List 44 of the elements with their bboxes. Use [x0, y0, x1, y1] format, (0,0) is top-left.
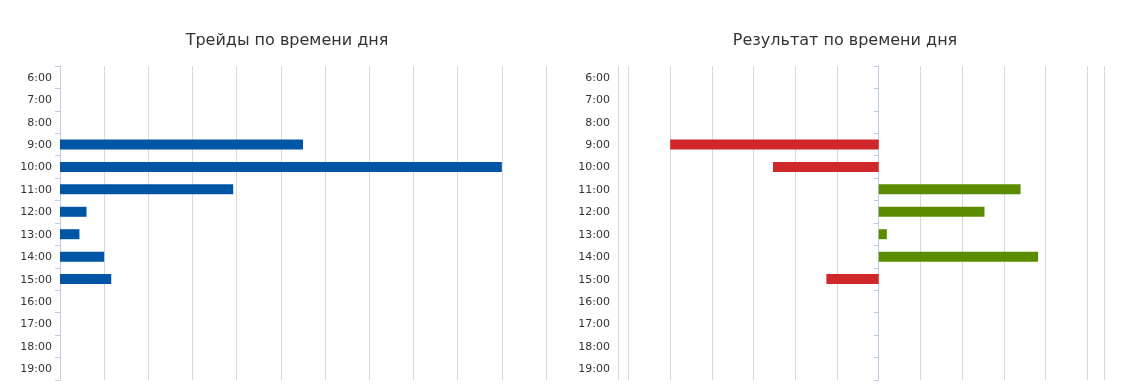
y-tick-label: 14:00	[20, 250, 52, 264]
y-tick-label: 8:00	[27, 115, 52, 129]
y-tick-label: 13:00	[578, 227, 610, 241]
y-tick-label: 7:00	[27, 93, 52, 107]
y-tick-label: 7:00	[585, 93, 610, 107]
bar	[772, 161, 879, 172]
y-tick-label: 15:00	[578, 272, 610, 286]
bar	[60, 251, 105, 262]
y-tick-label: 16:00	[578, 295, 610, 308]
y-tick-label: 18:00	[20, 339, 52, 353]
bar	[826, 274, 879, 285]
chart-title: Трейды по времени дня	[184, 29, 389, 49]
y-tick-label: 9:00	[585, 138, 610, 151]
bar	[60, 139, 303, 150]
bar	[60, 206, 87, 217]
y-tick-label: 11:00	[20, 182, 52, 196]
bar	[878, 251, 1039, 262]
y-tick-label: 13:00	[20, 227, 52, 241]
y-tick-label: 6:00	[27, 70, 52, 84]
y-tick-label: 17:00	[578, 317, 610, 331]
y-tick-label: 10:00	[20, 160, 52, 174]
bar	[60, 161, 502, 172]
bar	[670, 139, 879, 150]
y-tick-label: 12:00	[578, 205, 610, 219]
y-tick-label: 10:00	[578, 160, 610, 174]
y-tick-label: 18:00	[578, 339, 610, 353]
y-tick-label: 14:00	[578, 250, 610, 264]
y-tick-label: 19:00	[20, 362, 52, 376]
bar	[878, 184, 1021, 195]
y-tick-label: 9:00	[27, 138, 52, 151]
bar	[60, 229, 80, 240]
bar	[60, 274, 112, 285]
bar	[878, 229, 887, 240]
y-tick-label: 15:00	[20, 272, 52, 286]
y-tick-label: 8:00	[585, 115, 610, 129]
y-tick-label: 11:00	[578, 182, 610, 196]
y-tick-label: 19:00	[578, 362, 610, 376]
chart-title: Результат по времени дня	[732, 29, 958, 49]
y-tick-label: 17:00	[20, 317, 52, 331]
y-tick-label: 12:00	[20, 205, 52, 219]
y-tick-label: 16:00	[20, 295, 52, 308]
bar	[60, 184, 234, 195]
bar	[878, 206, 985, 217]
y-tick-label: 6:00	[585, 70, 610, 84]
